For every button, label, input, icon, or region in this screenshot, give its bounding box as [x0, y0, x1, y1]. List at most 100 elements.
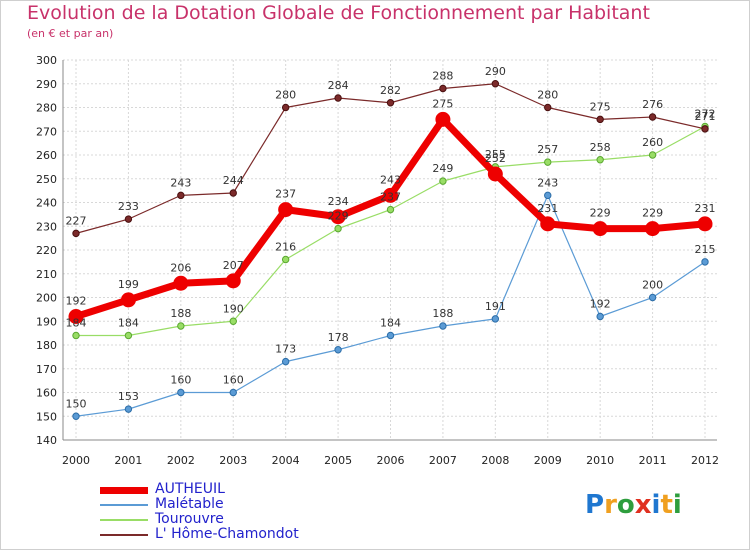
data-point: [544, 158, 552, 166]
data-point: [386, 205, 395, 214]
legend-label: AUTHEUIL: [155, 481, 225, 497]
legend-item: AUTHEUIL: [100, 481, 340, 498]
data-point: [330, 209, 346, 225]
data-point: [124, 215, 133, 223]
data-label: 206: [170, 261, 191, 274]
chart-title: Evolution de la Dotation Globale de Fonc…: [27, 2, 650, 24]
legend-swatch: [100, 504, 148, 506]
data-labels: 192 199 206 207 237 234 243 275 252 231 229 229 231 1…: [66, 65, 716, 411]
data-label: 199: [118, 278, 139, 291]
data-point: [124, 405, 133, 413]
data-label: 288: [432, 70, 453, 83]
y-tick-label: 250: [36, 173, 57, 186]
data-label: 275: [590, 100, 611, 113]
data-point: [596, 156, 604, 164]
data-point: [596, 312, 604, 321]
x-tick-label: 2011: [639, 454, 667, 467]
y-tick-label: 180: [36, 339, 57, 352]
data-label: 188: [432, 307, 453, 320]
data-point: [334, 346, 342, 354]
data-point: [648, 151, 657, 159]
data-label: 234: [328, 195, 349, 208]
data-point: [229, 317, 237, 325]
data-label: 252: [485, 152, 506, 165]
x-tick-label: 2009: [534, 454, 562, 467]
data-point: [72, 331, 80, 340]
data-label: 190: [223, 302, 244, 315]
data-label: 237: [380, 191, 401, 204]
legend-label: Tourouvre: [155, 511, 224, 527]
data-label: 282: [380, 84, 401, 97]
data-point: [225, 273, 241, 289]
logo-letter: r: [604, 490, 617, 520]
y-tick-label: 230: [36, 220, 57, 233]
y-tick-label: 220: [36, 244, 57, 257]
data-label: 284: [328, 79, 349, 92]
x-tick-label: 2005: [324, 454, 352, 467]
data-label: 192: [66, 295, 87, 308]
data-point: [540, 216, 556, 232]
data-point: [491, 315, 500, 323]
data-label: 231: [695, 202, 716, 215]
data-label: 260: [642, 136, 663, 149]
data-label: 275: [432, 97, 453, 110]
data-label: 160: [223, 374, 244, 387]
x-tick-label: 2002: [167, 454, 195, 467]
data-label: 244: [223, 174, 244, 187]
x-tick-label: 2012: [691, 454, 719, 467]
data-point: [281, 357, 290, 366]
data-point: [386, 331, 395, 340]
data-point: [648, 113, 657, 121]
data-label: 257: [537, 143, 558, 156]
data-label: 160: [170, 374, 191, 387]
data-label: 255: [485, 148, 506, 161]
data-label: 229: [642, 207, 663, 220]
data-label: 192: [590, 298, 611, 311]
data-point: [383, 187, 398, 203]
data-label: 231: [537, 202, 558, 215]
data-point: [177, 388, 185, 397]
data-label: 178: [328, 331, 349, 344]
data-point: [120, 292, 136, 308]
data-label: 237: [275, 188, 296, 201]
data-label: 271: [695, 110, 716, 123]
data-label: 243: [380, 173, 401, 186]
y-tick-label: 170: [36, 363, 57, 376]
data-label: 184: [118, 317, 139, 330]
axes: 140 150 160 170 180 190 200 210 220 230 240 250 260 2…: [36, 54, 719, 467]
y-tick-label: 140: [36, 434, 57, 447]
legend-label: Malétable: [155, 496, 224, 512]
data-label: 153: [118, 390, 139, 403]
y-tick-label: 200: [36, 292, 57, 305]
data-label: 184: [380, 317, 401, 330]
y-tick-label: 270: [36, 125, 57, 138]
data-point: [177, 191, 185, 200]
x-tick-label: 2007: [429, 454, 457, 467]
data-point: [487, 166, 503, 182]
data-point: [645, 221, 661, 237]
chart-subtitle: (en € et par an): [27, 27, 114, 40]
data-point: [334, 224, 342, 233]
data-point: [72, 229, 80, 238]
y-tick-label: 280: [36, 102, 57, 115]
data-point: [435, 111, 451, 127]
grid: [63, 59, 717, 441]
data-point: [596, 115, 604, 124]
data-point: [439, 84, 447, 93]
series-lines: [68, 80, 713, 420]
data-label: 272: [695, 108, 716, 121]
data-label: 280: [537, 89, 558, 102]
legend-swatch: [100, 534, 148, 536]
data-point: [177, 322, 185, 330]
proxiti-logo: Proxiti: [585, 490, 682, 520]
y-tick-label: 190: [36, 315, 57, 328]
logo-letter: o: [616, 490, 635, 520]
data-point: [386, 99, 395, 107]
data-label: 191: [485, 300, 506, 313]
logo-letter: i: [672, 490, 682, 520]
data-label: 184: [66, 317, 87, 330]
data-label: 173: [275, 343, 296, 356]
legend-item: Malétable: [100, 496, 340, 513]
data-label: 200: [642, 279, 663, 292]
data-point: [229, 388, 237, 397]
